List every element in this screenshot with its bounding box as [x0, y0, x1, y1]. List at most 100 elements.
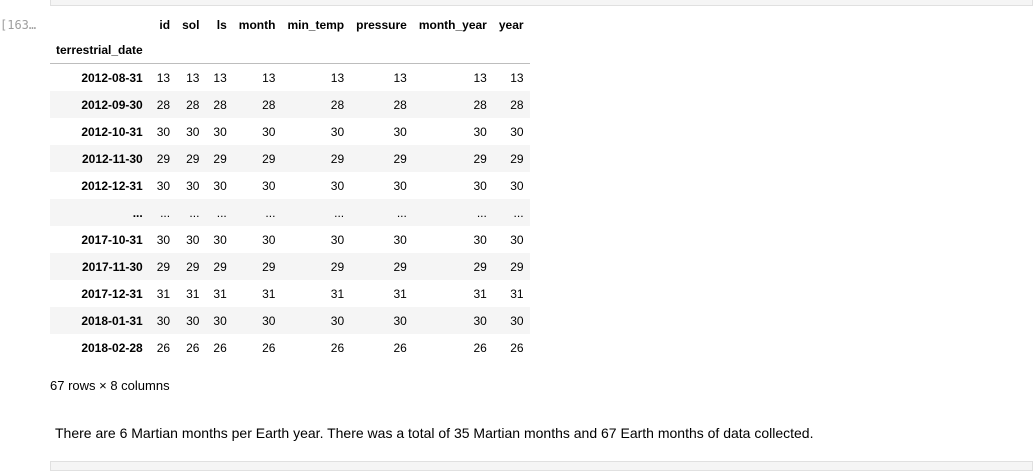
table-row: 2012-12-31 30 30 30 30 30 30 30 30 [50, 172, 530, 199]
table-cell: 29 [186, 259, 200, 274]
table-cell: 26 [213, 340, 227, 355]
table-cell: 31 [156, 286, 171, 301]
table-cell: 30 [393, 124, 407, 139]
table-row: 2012-11-30 29 29 29 29 29 29 29 29 [50, 145, 530, 172]
table-cell: 29 [186, 151, 200, 166]
table-cell: 30 [262, 313, 276, 328]
table-cell: 13 [213, 70, 227, 85]
table-cell: 29 [393, 259, 407, 274]
table-cell: 29 [262, 259, 276, 274]
table-cell: 13 [473, 70, 487, 85]
table-cell: 29 [510, 151, 524, 166]
table-cell: 30 [262, 232, 276, 247]
column-header: month [238, 18, 276, 32]
row-index: 2017-11-30 [81, 259, 143, 274]
table-cell: 29 [330, 151, 345, 166]
table-cell: 26 [156, 340, 171, 355]
table-cell: 30 [213, 178, 227, 193]
table-cell: 31 [393, 286, 407, 301]
table-cell: 29 [473, 151, 487, 166]
table-cell: 30 [330, 313, 345, 328]
output-prompt: [163… [0, 18, 37, 32]
table-cell: 30 [213, 232, 227, 247]
table-cell: 30 [213, 313, 227, 328]
index-name-row: terrestrial_date [50, 36, 530, 64]
table-cell: 30 [510, 232, 524, 247]
table-cell: 31 [186, 286, 200, 301]
table-cell: ... [160, 205, 171, 220]
column-header-row: id sol ls month min_temp pressure month_… [50, 14, 530, 36]
table-cell: ... [189, 205, 200, 220]
table-cell: 30 [186, 124, 200, 139]
row-index: 2012-10-31 [81, 124, 143, 139]
table-cell: 28 [156, 97, 171, 112]
table-cell: 13 [262, 70, 276, 85]
table-cell: 30 [213, 124, 227, 139]
table-cell: 31 [510, 286, 524, 301]
table-row: 2012-10-31 30 30 30 30 30 30 30 30 [50, 118, 530, 145]
table-cell: 28 [393, 97, 407, 112]
table-row: 2018-01-31 30 30 30 30 30 30 30 30 [50, 307, 530, 334]
table-cell: 29 [473, 259, 487, 274]
row-index: 2018-01-31 [81, 313, 143, 328]
table-cell: 26 [473, 340, 487, 355]
table-cell: 28 [510, 97, 524, 112]
table-cell: 28 [186, 97, 200, 112]
index-corner [50, 14, 149, 36]
table-cell: 31 [330, 286, 345, 301]
table-cell: 29 [262, 151, 276, 166]
table-cell: 29 [510, 259, 524, 274]
table-cell: 30 [473, 124, 487, 139]
previous-cell-border[interactable] [50, 0, 1033, 6]
table-cell: ... [265, 205, 276, 220]
table-cell: 30 [186, 232, 200, 247]
table-cell: 26 [186, 340, 200, 355]
table-cell: 29 [393, 151, 407, 166]
dataframe-table: id sol ls month min_temp pressure month_… [50, 14, 530, 361]
column-header: pressure [356, 18, 407, 32]
table-cell: 30 [473, 313, 487, 328]
row-index: ... [132, 205, 143, 220]
table-cell: 30 [510, 313, 524, 328]
table-cell: 31 [262, 286, 276, 301]
table-cell: 30 [330, 124, 345, 139]
table-row: 2012-09-30 28 28 28 28 28 28 28 28 [50, 91, 530, 118]
table-cell: 30 [156, 232, 171, 247]
table-row: 2018-02-28 26 26 26 26 26 26 26 26 [50, 334, 530, 361]
row-index: 2012-12-31 [81, 178, 143, 193]
table-cell: 30 [262, 178, 276, 193]
table-cell: 13 [156, 70, 171, 85]
next-cell[interactable] [50, 461, 1033, 471]
table-cell: 30 [510, 124, 524, 139]
table-cell: 13 [186, 70, 200, 85]
table-cell: ... [334, 205, 345, 220]
table-cell: 30 [156, 178, 171, 193]
table-cell: 30 [393, 313, 407, 328]
table-cell: 30 [473, 232, 487, 247]
markdown-cell-text: There are 6 Martian months per Earth yea… [55, 425, 814, 441]
table-cell: 13 [330, 70, 345, 85]
table-cell: ... [476, 205, 487, 220]
table-cell: 30 [330, 232, 345, 247]
table-cell: 30 [393, 232, 407, 247]
table-cell: 29 [213, 151, 227, 166]
table-cell: 29 [156, 151, 171, 166]
row-index: 2017-12-31 [81, 286, 143, 301]
column-header: year [498, 18, 524, 32]
table-cell: 31 [473, 286, 487, 301]
row-index: 2012-11-30 [81, 151, 143, 166]
table-cell: 30 [186, 178, 200, 193]
table-cell: ... [216, 205, 227, 220]
column-header: id [159, 18, 171, 32]
dataframe-output: id sol ls month min_temp pressure month_… [50, 14, 530, 361]
column-header: month_year [418, 18, 487, 32]
table-cell: 31 [213, 286, 227, 301]
table-row: 2017-12-31 31 31 31 31 31 31 31 31 [50, 280, 530, 307]
table-row: 2017-11-30 29 29 29 29 29 29 29 29 [50, 253, 530, 280]
table-cell: 29 [213, 259, 227, 274]
table-cell: 28 [262, 97, 276, 112]
table-cell: 30 [186, 313, 200, 328]
index-name: terrestrial_date [56, 42, 143, 57]
column-header: sol [182, 18, 200, 32]
table-cell: 26 [510, 340, 524, 355]
